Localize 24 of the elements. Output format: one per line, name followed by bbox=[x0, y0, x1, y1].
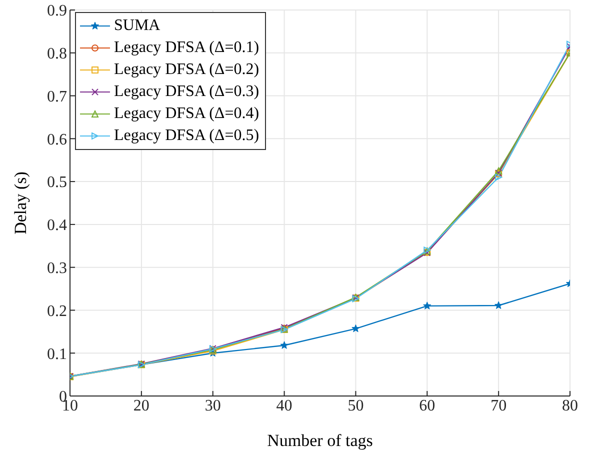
x-axis-title: Number of tags bbox=[267, 431, 373, 450]
x-tick-label: 50 bbox=[348, 397, 364, 414]
legend-label: SUMA bbox=[114, 17, 160, 35]
legend-label: Legacy DFSA (Δ=0.1) bbox=[114, 39, 260, 57]
y-tick-label: 0.5 bbox=[47, 174, 67, 192]
legend-label: Legacy DFSA (Δ=0.5) bbox=[114, 127, 260, 145]
y-tick-label: 0.4 bbox=[47, 217, 67, 234]
y-tick-label: 0.1 bbox=[47, 346, 67, 363]
y-tick-label: 0.8 bbox=[47, 46, 67, 63]
legend-label: Legacy DFSA (Δ=0.2) bbox=[114, 61, 260, 79]
y-tick-label: 0.9 bbox=[47, 2, 67, 20]
x-tick-label: 70 bbox=[490, 397, 507, 414]
x-tick-label: 20 bbox=[133, 397, 150, 414]
x-tick-label: 60 bbox=[419, 397, 436, 414]
y-tick-label: 0.7 bbox=[47, 88, 67, 106]
y-tick-label: 0.3 bbox=[47, 260, 67, 278]
y-tick-label: 0.2 bbox=[47, 302, 67, 320]
y-axis-title: Delay (s) bbox=[11, 172, 30, 234]
x-tick-label: 80 bbox=[562, 397, 578, 414]
legend-label: Legacy DFSA (Δ=0.3) bbox=[114, 83, 260, 101]
x-tick-label: 40 bbox=[276, 397, 292, 414]
y-tick-label: 0.6 bbox=[47, 131, 67, 148]
x-tick-label: 30 bbox=[204, 397, 221, 414]
legend-label: Legacy DFSA (Δ=0.4) bbox=[114, 105, 260, 123]
